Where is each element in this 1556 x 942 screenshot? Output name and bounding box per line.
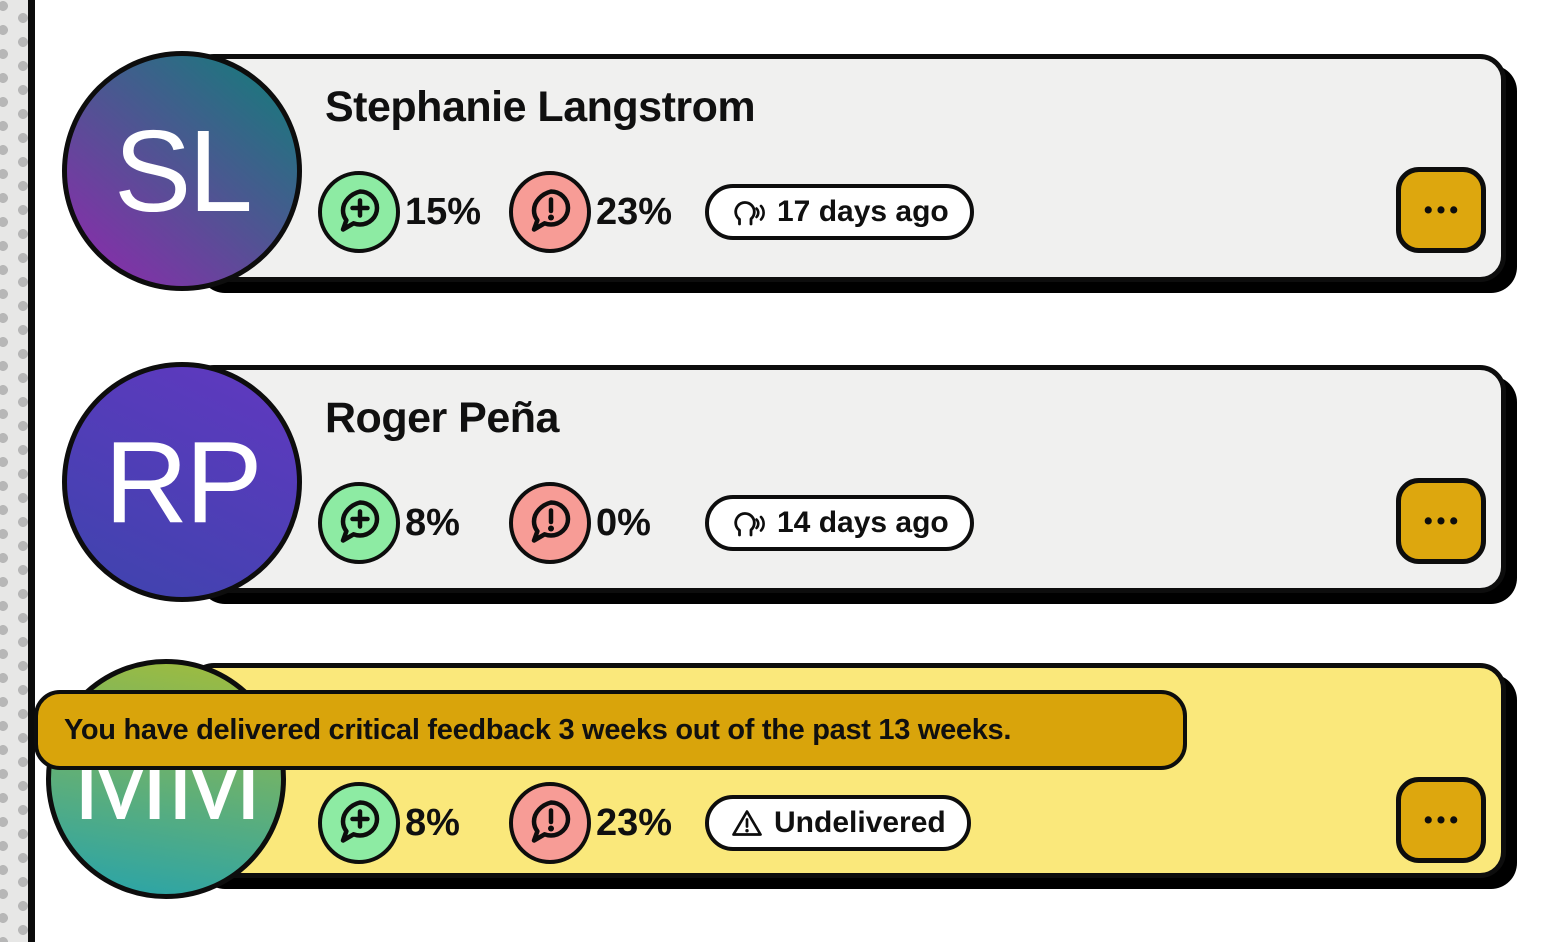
stats-row: 15% 23%: [318, 171, 974, 253]
positive-feedback-stat: 8%: [318, 482, 509, 564]
positive-feedback-icon: [318, 782, 400, 864]
member-card: Roger Peña 8%: [188, 365, 1506, 593]
chip-label: 17 days ago: [777, 195, 949, 228]
warning-triangle-icon: [730, 806, 764, 840]
member-card: Stephanie Langstrom 15%: [188, 54, 1506, 282]
last-feedback-chip[interactable]: 17 days ago: [705, 184, 974, 240]
member-name: Roger Peña: [325, 394, 559, 442]
speaking-head-icon: [730, 195, 767, 229]
stats-row: 8% 0%: [318, 482, 974, 564]
more-actions-button[interactable]: •••: [1396, 167, 1486, 253]
critical-feedback-icon: [509, 482, 591, 564]
critical-feedback-value: 23%: [596, 801, 673, 844]
critical-feedback-stat: 0%: [509, 482, 705, 564]
chip-label: Undelivered: [774, 806, 946, 839]
dot-rail: [0, 0, 28, 942]
undelivered-status-chip[interactable]: Undelivered: [705, 795, 971, 851]
critical-feedback-icon: [509, 171, 591, 253]
positive-feedback-value: 8%: [405, 501, 460, 544]
chip-label: 14 days ago: [777, 506, 949, 539]
positive-feedback-stat: 8%: [318, 782, 509, 864]
vertical-divider: [28, 0, 35, 942]
last-feedback-chip[interactable]: 14 days ago: [705, 495, 974, 551]
more-actions-button[interactable]: •••: [1396, 478, 1486, 564]
avatar-initials: RP: [104, 417, 262, 547]
stats-row: 8% 23%: [318, 782, 971, 864]
speaking-head-icon: [730, 506, 767, 540]
tooltip-text: You have delivered critical feedback 3 w…: [64, 713, 1012, 746]
positive-feedback-icon: [318, 482, 400, 564]
more-actions-button[interactable]: •••: [1396, 777, 1486, 863]
positive-feedback-value: 15%: [405, 190, 482, 233]
critical-feedback-stat: 23%: [509, 782, 705, 864]
positive-feedback-value: 8%: [405, 801, 460, 844]
critical-feedback-tooltip: You have delivered critical feedback 3 w…: [34, 690, 1187, 770]
positive-feedback-stat: 15%: [318, 171, 509, 253]
avatar[interactable]: SL: [62, 51, 302, 291]
critical-feedback-value: 0%: [596, 501, 651, 544]
critical-feedback-stat: 23%: [509, 171, 705, 253]
critical-feedback-icon: [509, 782, 591, 864]
member-name: Stephanie Langstrom: [325, 83, 756, 131]
avatar[interactable]: RP: [62, 362, 302, 602]
critical-feedback-value: 23%: [596, 190, 673, 233]
positive-feedback-icon: [318, 171, 400, 253]
avatar-initials: SL: [114, 106, 253, 236]
